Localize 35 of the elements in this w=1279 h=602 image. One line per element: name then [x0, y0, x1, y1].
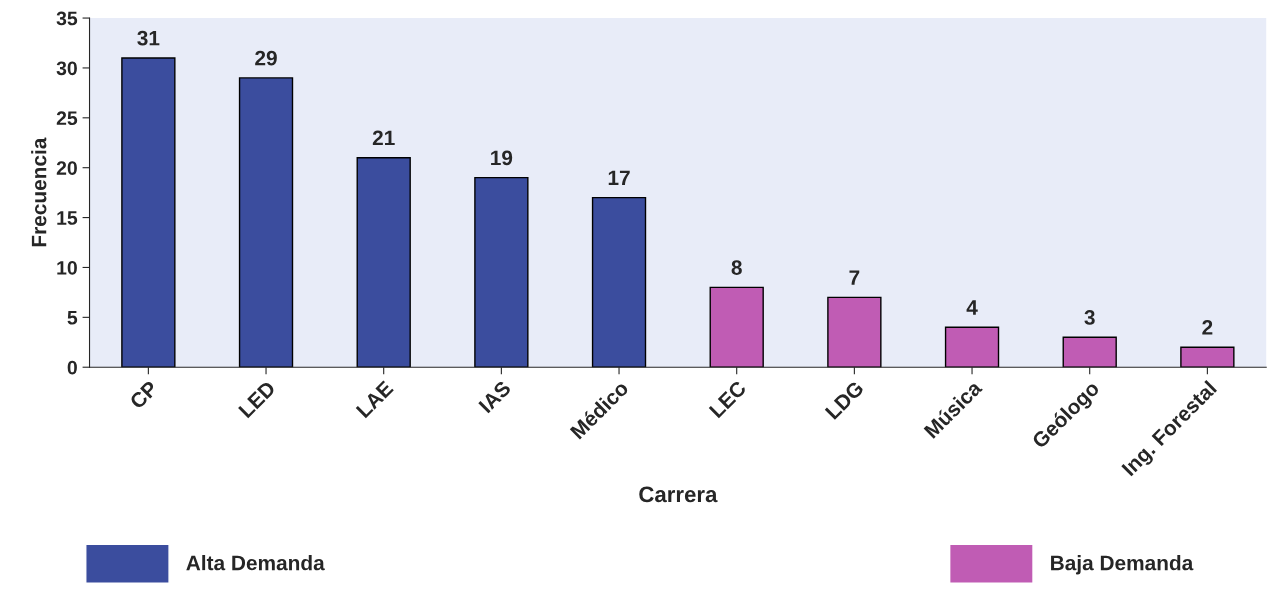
data-label: 2	[1202, 320, 1213, 335]
x-tick-label: LED	[238, 380, 277, 419]
y-tick-label: 20	[56, 161, 77, 175]
bar	[121, 57, 176, 368]
data-label: 8	[731, 260, 742, 275]
bar	[827, 296, 882, 368]
data-label: 17	[608, 170, 630, 185]
bar	[356, 157, 411, 368]
data-label: 7	[849, 270, 860, 285]
y-tick-label: 25	[56, 111, 78, 126]
bar	[238, 77, 294, 368]
y-tick-label: 35	[56, 11, 78, 26]
bar	[1062, 336, 1117, 368]
data-label: 29	[255, 50, 277, 66]
data-label: 31	[137, 30, 160, 46]
bar	[944, 326, 1000, 368]
bar	[474, 176, 529, 368]
legend-label: Alta Demanda	[186, 555, 325, 571]
bar	[591, 196, 647, 368]
data-label: 21	[372, 130, 395, 146]
data-label: 4	[966, 300, 978, 315]
bar	[709, 286, 764, 368]
x-tick-label: CP	[128, 379, 159, 410]
y-tick-label: 15	[57, 211, 78, 225]
y-tick-label: 10	[57, 260, 77, 275]
data-label: 3	[1084, 310, 1095, 325]
y-tick-label: 30	[56, 61, 77, 76]
y-axis-title: Frecuencia	[31, 137, 47, 247]
data-label: 19	[491, 150, 513, 166]
x-axis-title: Carrera	[639, 486, 718, 503]
legend-label: Baja Demanda	[1051, 555, 1194, 575]
bar	[1180, 346, 1235, 368]
y-tick-label: 0	[67, 360, 77, 375]
x-tick-label: IAS	[478, 379, 512, 414]
y-tick-label: 5	[67, 311, 78, 325]
